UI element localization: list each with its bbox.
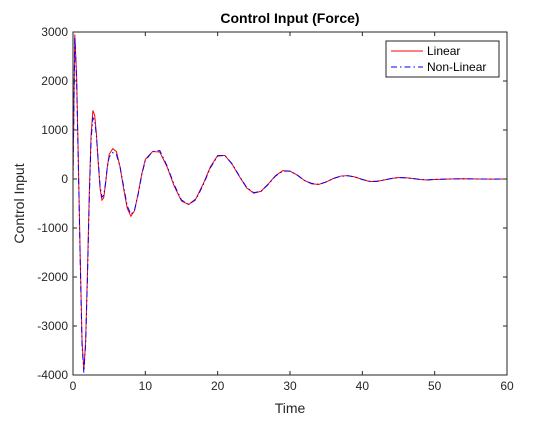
y-tick-label-0: -4000 xyxy=(37,368,68,382)
x-tick-label-0: 0 xyxy=(70,379,77,393)
y-tick-label-4: 0 xyxy=(61,172,68,186)
x-tick-label-6: 60 xyxy=(500,379,514,393)
chart-title: Control Input (Force) xyxy=(220,10,359,26)
x-tick-label-1: 10 xyxy=(139,379,153,393)
plot-area xyxy=(73,34,507,373)
x-tick-label-3: 30 xyxy=(283,379,297,393)
x-tick-label-5: 50 xyxy=(428,379,442,393)
y-tick-label-2: -2000 xyxy=(37,270,68,284)
y-tick-label-5: 1000 xyxy=(41,123,68,137)
x-tick-label-4: 40 xyxy=(356,379,370,393)
legend: Linear Non-Linear xyxy=(385,40,500,78)
y-tick-label-1: -3000 xyxy=(37,319,68,333)
legend-entry-1: Non-Linear xyxy=(427,60,486,74)
legend-box xyxy=(385,40,500,78)
axes: 0 10 20 30 40 50 60 -4000 -3000 -2000 -1000 0 1000 20… xyxy=(37,25,514,393)
y-axis-label: Control Input xyxy=(11,163,27,243)
y-tick-label-6: 2000 xyxy=(41,74,68,88)
series-line-1 xyxy=(73,36,507,373)
y-tick-label-3: -1000 xyxy=(37,221,68,235)
x-tick-label-2: 20 xyxy=(211,379,225,393)
x-axis-label: Time xyxy=(275,400,306,416)
y-tick-label-7: 3000 xyxy=(41,25,68,39)
legend-entry-0: Linear xyxy=(427,44,460,58)
